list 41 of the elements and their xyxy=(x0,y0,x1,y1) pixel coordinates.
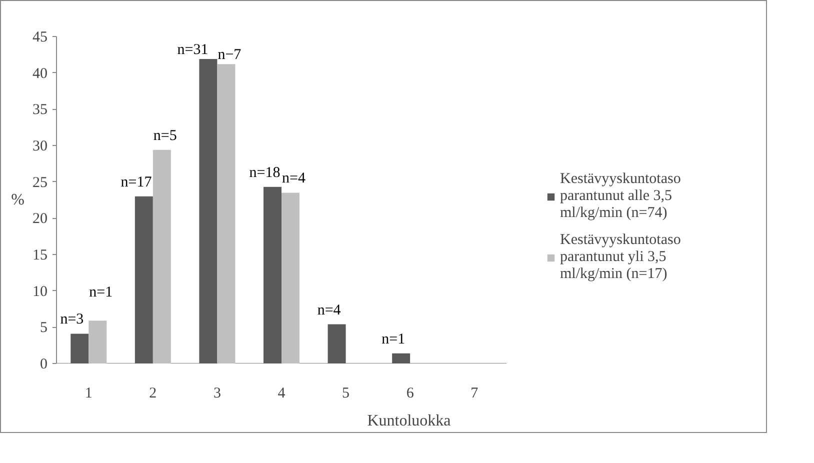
annotation: n=1 xyxy=(382,331,406,348)
annotation: n=1 xyxy=(89,284,113,301)
annotation: n=17 xyxy=(120,174,152,190)
x-tick-label: 2 xyxy=(149,386,157,402)
bar xyxy=(152,150,171,364)
x-tick-label: 4 xyxy=(278,386,286,402)
y-tick-label: 45 xyxy=(32,30,48,46)
annotation: n=4 xyxy=(317,302,342,318)
bar xyxy=(328,324,346,364)
annotation: n=4 xyxy=(282,170,306,187)
x-tick-label: 3 xyxy=(213,386,221,402)
y-tick-label: 15 xyxy=(32,248,48,264)
legend-label: Kestävyyskuntotaso parantunut alle 3,5 ml/kg/min (n=74) xyxy=(560,171,681,222)
y-tick-label: 35 xyxy=(32,102,48,118)
y-tick-label: 25 xyxy=(32,174,48,191)
y-tick-label: 0 xyxy=(40,356,48,372)
annotation: n=31 xyxy=(177,42,208,58)
y-tick-label: 5 xyxy=(40,320,48,336)
x-tick-label: 7 xyxy=(470,386,479,402)
annotation: n=18 xyxy=(249,164,280,181)
x-tick-label: 1 xyxy=(84,386,92,402)
bar xyxy=(88,320,107,364)
annotation: n=5 xyxy=(153,128,177,144)
y-tick-label: 30 xyxy=(32,138,48,154)
annotation: n−7 xyxy=(218,47,242,64)
x-axis-title: Kuntoluokka xyxy=(367,412,451,430)
bar xyxy=(282,192,300,364)
annotation: n=3 xyxy=(60,312,84,328)
bar xyxy=(70,334,89,364)
bar xyxy=(392,353,410,364)
y-tick-label: 40 xyxy=(32,66,48,82)
y-axis-title: % xyxy=(11,192,24,208)
y-tick-label: 20 xyxy=(32,211,48,228)
legend-label: Kestävyyskuntotaso parantunut yli 3,5 ml/kg/min (n=17) xyxy=(560,232,681,283)
bar xyxy=(134,196,153,364)
bar xyxy=(199,59,218,364)
y-tick-label: 10 xyxy=(32,284,48,300)
x-tick-label: 6 xyxy=(406,386,414,402)
bar xyxy=(264,186,282,364)
x-tick-label: 5 xyxy=(342,386,350,402)
bar xyxy=(217,64,236,364)
